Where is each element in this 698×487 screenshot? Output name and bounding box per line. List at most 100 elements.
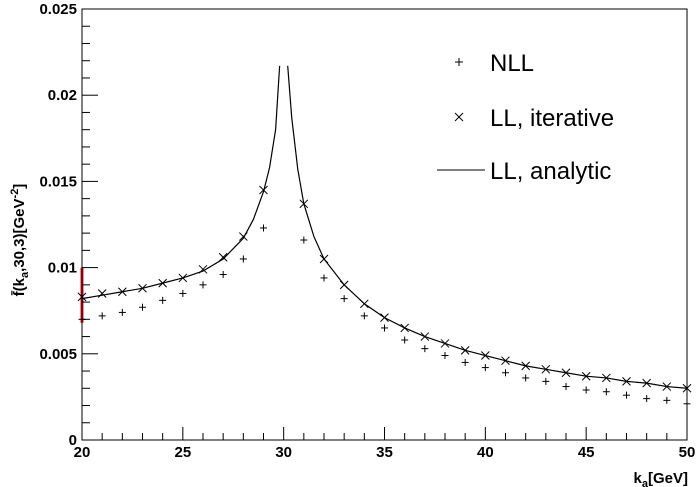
nll-point	[340, 295, 348, 303]
legend-marker-cross	[454, 112, 464, 122]
nll-point	[360, 312, 368, 320]
nll-point	[461, 358, 469, 366]
nll-point	[98, 312, 106, 320]
ll-iterative-point	[400, 323, 410, 333]
ll-iterative-point-b	[501, 356, 510, 366]
nll-point	[401, 336, 409, 344]
nll-point	[260, 224, 267, 232]
ll-iterative-point	[561, 368, 571, 378]
ll-iterative-point-b	[117, 287, 127, 297]
ll-iterative-point	[581, 371, 591, 381]
nll-point	[623, 391, 630, 399]
ll-iterative-point	[359, 299, 369, 309]
nll-point	[542, 377, 550, 385]
ll-iterative-point-b	[238, 232, 248, 241]
ll-iterative-point	[198, 264, 208, 274]
ll-iterative-point-b	[299, 199, 309, 209]
ll-iterative-point	[138, 283, 147, 293]
nll-point	[663, 396, 671, 404]
y-tick-label: 0.02	[48, 87, 77, 104]
legend: NLL LL, iterative LL, analytic	[437, 50, 614, 185]
ll-iterative-point	[218, 252, 228, 262]
y-axis-title: f̄(ka,30,3)[GeV-2]	[9, 184, 31, 297]
ll-iterative-point-b	[480, 351, 490, 360]
ll-iterative-point	[117, 287, 127, 297]
legend-marker-plus	[455, 58, 463, 66]
ll-iterative-point-b	[622, 377, 631, 386]
ll-iterative-point-b	[97, 289, 107, 298]
ll-iterative-point	[319, 254, 329, 264]
nll-point	[320, 274, 328, 282]
nll-point	[421, 345, 429, 353]
legend-label-nll: NLL	[490, 50, 534, 77]
nll-point	[562, 383, 570, 391]
legend-label-ll-analytic: LL, analytic	[490, 158, 611, 185]
nll-point	[381, 324, 388, 332]
ll-iterative-point	[238, 232, 248, 241]
ll-iterative-point	[662, 382, 672, 391]
y-tick-label: 0.01	[48, 260, 77, 277]
nll-point	[582, 386, 590, 394]
ll-iterative-point	[380, 313, 389, 322]
x-tick-label: 50	[679, 444, 696, 461]
y-tick-label: 0.025	[39, 1, 77, 18]
ll-iterative-point	[299, 199, 309, 209]
axes: 20 25 30 35 40 45 50 0 0.005 0.01 0.015 0.02 0.025	[39, 1, 695, 461]
x-tick-label: 25	[174, 444, 191, 461]
ll-iterative-point	[601, 373, 611, 383]
legend-entry-ll-analytic: LL, analytic	[437, 158, 611, 185]
ll-iterative-point-b	[259, 185, 268, 195]
x-axis-title: ka[GeV]	[634, 470, 688, 487]
ll-iterative-point-b	[198, 264, 208, 274]
ll-iterative-point	[501, 356, 510, 366]
ll-iterative-point	[460, 345, 470, 355]
nll-point	[199, 281, 207, 289]
ll-iterative-point	[259, 185, 268, 195]
ll-iterative-point-b	[440, 339, 450, 348]
ll-iterative-point-b	[420, 332, 430, 341]
nll-point	[441, 352, 449, 360]
ll-iterative-point	[440, 339, 450, 348]
ll-iterative-point-b	[601, 373, 611, 383]
x-tick-label: 20	[74, 444, 91, 461]
ll-iterative-point-b	[359, 299, 369, 309]
y-tick-label: 0.005	[39, 346, 77, 363]
ll-iterative-point	[97, 289, 107, 298]
nll-point	[522, 374, 530, 382]
nll-point	[118, 308, 126, 316]
ll-iterative-point-b	[541, 364, 551, 374]
legend-label-ll-iterative: LL, iterative	[490, 105, 614, 132]
ll-iterative-point	[521, 361, 531, 371]
y-tick-label: 0	[69, 432, 77, 449]
nll-point	[300, 236, 308, 244]
ll-iterative-point-b	[138, 283, 147, 293]
nll-point	[139, 303, 146, 311]
ll-iterative-point-b	[561, 368, 571, 378]
ll-iterative-point-b	[339, 280, 349, 290]
nll-point	[159, 296, 167, 304]
ll-iterative-point-b	[218, 252, 228, 262]
ll-iterative-point	[178, 273, 188, 283]
nll-point	[239, 255, 247, 263]
ll-iterative-point-b	[178, 273, 188, 283]
ll-iterative-point-b	[158, 278, 168, 288]
ll-iterative-point	[158, 278, 168, 288]
plot-area	[77, 65, 692, 408]
x-tick-label: 40	[477, 444, 494, 461]
ll-iterative-point	[339, 280, 349, 290]
ll-iterative-point	[622, 377, 631, 386]
analytic-curve-right	[287, 65, 688, 389]
ll-iterative-point-b	[460, 345, 470, 355]
nll-point	[602, 388, 610, 396]
ll-iterative-point-b	[319, 254, 329, 264]
ll-iterative-point	[541, 364, 551, 374]
nll-point	[481, 364, 489, 372]
ll-iterative-point-b	[642, 378, 652, 388]
x-tick-label: 45	[578, 444, 595, 461]
analytic-curve-left	[81, 65, 281, 300]
ll-iterative-point	[480, 351, 490, 360]
ll-iterative-point	[420, 332, 430, 341]
legend-entry-ll-iterative: LL, iterative	[454, 105, 614, 132]
y-tick-label: 0.015	[39, 173, 77, 190]
